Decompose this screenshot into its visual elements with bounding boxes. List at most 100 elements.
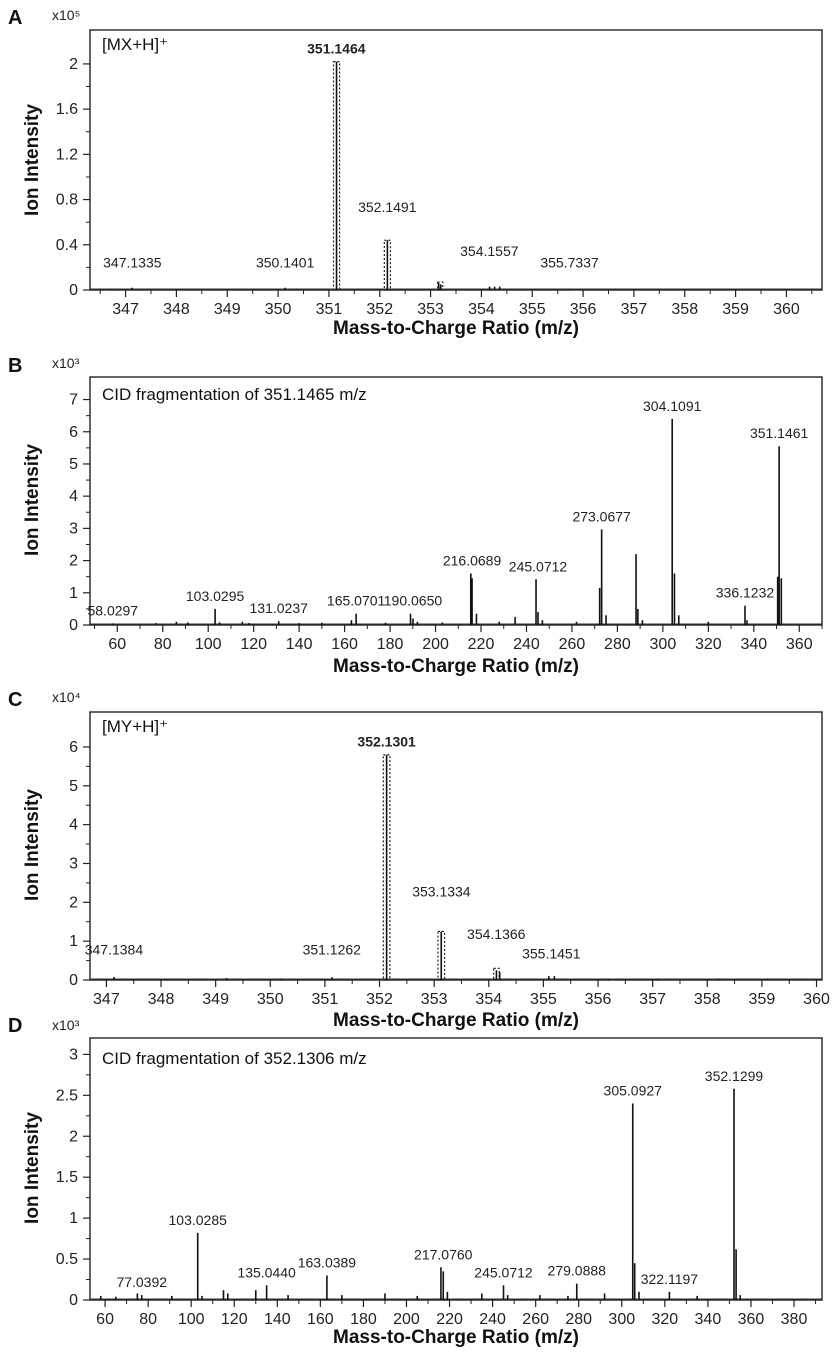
inset-title: [MX+H]⁺: [102, 35, 168, 54]
x-axis-title: Mass-to-Charge Ratio (m/z): [333, 1010, 579, 1031]
y-tick-label: 7: [69, 392, 78, 409]
peak-label: 103.0295: [186, 588, 245, 604]
x-tick-label: 354: [468, 301, 495, 318]
y-tick-label: 2: [69, 1128, 78, 1145]
x-tick-label: 350: [265, 301, 292, 318]
x-tick-label: 280: [604, 636, 631, 653]
x-tick-label: 200: [393, 1311, 420, 1328]
y-axis-title: Ion Intensity: [22, 789, 43, 901]
y-tick-label: 1.6: [56, 101, 78, 118]
y-tick-label: 5: [69, 456, 78, 473]
peak-label: 355.7337: [540, 254, 599, 270]
y-tick-label: 6: [69, 424, 78, 441]
x-tick-label: 360: [786, 636, 813, 653]
y-tick-label: 1: [69, 933, 78, 950]
x-tick-label: 80: [154, 636, 172, 653]
y-tick-label: 3: [69, 1046, 78, 1063]
peak-label: 355.1451: [522, 945, 581, 961]
peak-label: 58.0297: [87, 602, 138, 618]
peak-label: 165.0701: [327, 593, 386, 609]
x-tick-label: 140: [264, 1311, 291, 1328]
x-tick-label: 60: [96, 1311, 114, 1328]
y-tick-label: 0.4: [56, 237, 78, 254]
x-tick-label: 80: [139, 1311, 157, 1328]
y-tick-label: 2: [69, 56, 78, 73]
peak-label: 245.0712: [509, 558, 568, 574]
x-tick-label: 240: [513, 636, 540, 653]
x-tick-label: 360: [803, 991, 830, 1008]
panel-letter: B: [8, 355, 22, 377]
peak-label: 352.1301: [357, 734, 416, 750]
x-tick-label: 100: [195, 636, 222, 653]
peak-label: 351.1464: [307, 41, 366, 57]
x-tick-label: 359: [749, 991, 776, 1008]
isotope-envelope: [437, 281, 444, 291]
x-tick-label: 358: [694, 991, 721, 1008]
y-tick-label: 1: [69, 585, 78, 602]
isotope-envelope: [437, 930, 446, 981]
y-tick-label: 0: [69, 972, 78, 989]
x-tick-label: 355: [519, 301, 546, 318]
y-tick-label: 3: [69, 520, 78, 537]
x-tick-label: 160: [307, 1311, 334, 1328]
peak-label: 190.0650: [384, 593, 443, 609]
y-tick-label: 4: [69, 488, 78, 505]
x-tick-label: 355: [530, 991, 557, 1008]
x-tick-label: 348: [148, 991, 175, 1008]
y-tick-label: 1: [69, 1210, 78, 1227]
x-tick-label: 320: [651, 1311, 678, 1328]
x-tick-label: 354: [475, 991, 502, 1008]
y-tick-label: 0: [69, 617, 78, 634]
peak-label: 216.0689: [443, 552, 502, 568]
x-tick-label: 351: [312, 991, 339, 1008]
x-tick-label: 200: [422, 636, 449, 653]
x-tick-label: 356: [585, 991, 612, 1008]
peak-label: 336.1232: [716, 585, 775, 601]
inset-title: CID fragmentation of 351.1465 m/z: [102, 385, 367, 404]
x-tick-label: 352: [366, 301, 393, 318]
peak-label: 347.1384: [85, 942, 144, 958]
x-axis-title: Mass-to-Charge Ratio (m/z): [333, 318, 579, 339]
x-tick-label: 220: [436, 1311, 463, 1328]
x-axis-title: Mass-to-Charge Ratio (m/z): [333, 1327, 579, 1348]
x-tick-label: 160: [331, 636, 358, 653]
x-tick-label: 347: [112, 301, 139, 318]
peak-label: 354.1366: [467, 926, 526, 942]
peak-label: 163.0389: [298, 1254, 357, 1270]
plot-frame: [89, 29, 823, 291]
x-tick-label: 220: [468, 636, 495, 653]
y-tick-label: 3: [69, 855, 78, 872]
peak-label: 279.0888: [548, 1263, 607, 1279]
x-tick-label: 350: [257, 991, 284, 1008]
x-tick-label: 280: [565, 1311, 592, 1328]
y-scale-factor: x10⁴: [52, 689, 81, 705]
peak-label: 350.1401: [256, 254, 315, 270]
peak-label: 103.0285: [169, 1212, 228, 1228]
x-tick-label: 320: [695, 636, 722, 653]
peak-label: 304.1091: [643, 398, 702, 414]
inset-title: [MY+H]⁺: [102, 717, 168, 736]
peak-label: 351.1461: [750, 425, 809, 441]
x-tick-label: 351: [316, 301, 343, 318]
x-tick-label: 340: [695, 1311, 722, 1328]
x-axis-title: Mass-to-Charge Ratio (m/z): [333, 656, 579, 677]
x-tick-label: 356: [570, 301, 597, 318]
x-tick-label: 300: [650, 636, 677, 653]
x-tick-label: 358: [671, 301, 698, 318]
x-tick-label: 380: [781, 1311, 808, 1328]
peak-label: 353.1334: [412, 883, 471, 899]
inset-title: CID fragmentation of 352.1306 m/z: [102, 1049, 367, 1068]
peak-label: 347.1335: [103, 254, 162, 270]
y-axis-title: Ion Intensity: [22, 104, 43, 216]
x-tick-label: 300: [608, 1311, 635, 1328]
y-tick-label: 0.8: [56, 192, 78, 209]
y-scale-factor: x10³: [52, 1017, 80, 1033]
x-tick-label: 347: [93, 991, 120, 1008]
x-tick-label: 353: [417, 301, 444, 318]
x-tick-label: 353: [421, 991, 448, 1008]
y-tick-label: 0: [69, 282, 78, 299]
